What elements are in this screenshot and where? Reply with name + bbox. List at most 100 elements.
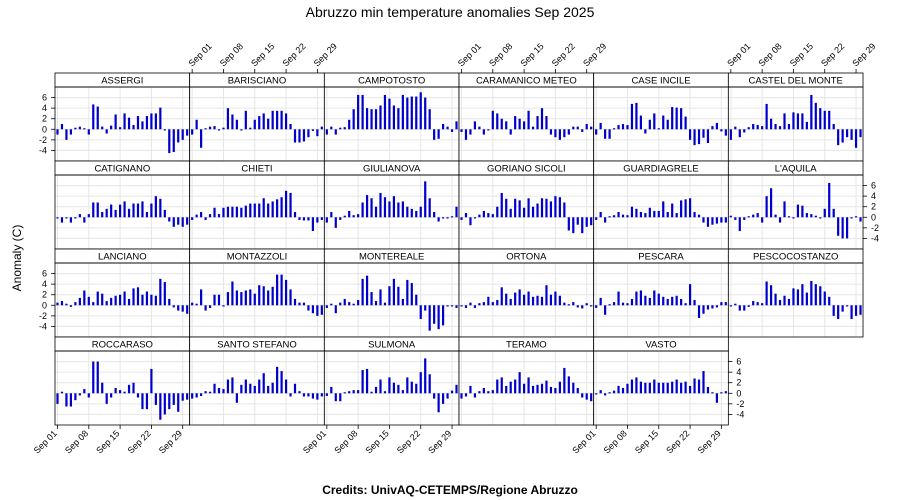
bar: [823, 291, 826, 306]
bar: [832, 208, 835, 218]
bar: [293, 212, 297, 218]
bar: [729, 305, 732, 307]
bar: [540, 198, 544, 218]
x-tick-label: Sep 22: [395, 428, 422, 455]
bar: [118, 390, 122, 394]
bar: [487, 129, 490, 131]
bar: [595, 393, 598, 395]
bar: [778, 217, 782, 223]
bar: [276, 366, 279, 394]
bar: [276, 110, 279, 130]
bar: [181, 393, 184, 401]
bar: [617, 385, 620, 394]
bar: [662, 382, 665, 394]
x-tick-label: Sep 01: [301, 428, 328, 455]
panel-13: MONTAZZOLI: [189, 248, 325, 338]
panel-frame: [727, 262, 864, 338]
bar: [401, 298, 404, 306]
x-tick-label: Sep 15: [249, 41, 276, 68]
strip-label: MONTEREALE: [359, 252, 424, 263]
bar: [549, 129, 553, 135]
bar: [765, 103, 768, 130]
bar: [626, 215, 629, 218]
y-tick-label: 2: [42, 114, 47, 124]
bar: [635, 102, 638, 130]
x-tick-label: Sep 29: [312, 41, 339, 68]
bar: [168, 217, 171, 222]
y-tick-label: -4: [39, 145, 47, 155]
bar: [455, 384, 458, 394]
bar: [612, 390, 616, 394]
bar: [688, 198, 692, 218]
bar: [675, 213, 678, 218]
bar: [298, 302, 301, 306]
bar: [222, 305, 225, 307]
bar: [567, 129, 570, 135]
bar: [536, 116, 539, 130]
panel-2: CAMPOTOSTO: [323, 72, 460, 162]
x-tick-label: Sep 15: [364, 428, 391, 455]
x-tick-label: Sep 15: [518, 41, 545, 68]
y-tick-label: -4: [736, 409, 744, 419]
bar: [249, 289, 252, 306]
bar: [724, 302, 727, 306]
bar: [805, 213, 808, 218]
bar: [639, 290, 642, 306]
bar: [78, 393, 81, 396]
bar: [756, 213, 759, 218]
bar: [87, 393, 90, 398]
bar: [478, 126, 481, 130]
x-tick-label: Sep 22: [126, 428, 153, 455]
panel-9: GORIANO SICOLI: [458, 160, 595, 250]
bar: [191, 302, 194, 306]
bar: [558, 295, 561, 306]
bar: [756, 125, 759, 130]
y-tick-label: 4: [42, 103, 47, 113]
bar: [101, 212, 104, 218]
bar: [514, 292, 517, 306]
bar: [688, 385, 692, 394]
bar: [163, 393, 166, 415]
bar: [145, 393, 149, 410]
bar: [96, 291, 99, 306]
bar: [680, 382, 683, 394]
bar: [567, 217, 570, 231]
bar: [379, 289, 382, 306]
bar: [657, 293, 660, 306]
strip-label: ORTONA: [506, 252, 547, 263]
bar: [621, 388, 625, 394]
bar: [450, 305, 454, 307]
bar: [114, 388, 117, 394]
bar: [688, 284, 692, 306]
bar: [240, 292, 243, 306]
bar: [65, 129, 68, 140]
bar: [298, 129, 301, 143]
bar: [639, 115, 642, 130]
bar: [415, 210, 418, 218]
bar: [240, 384, 243, 394]
bar: [60, 217, 64, 223]
bar: [545, 198, 548, 218]
panel-background: [55, 175, 190, 249]
bar: [787, 298, 791, 306]
bar: [585, 124, 588, 130]
bar: [339, 302, 342, 306]
bar: [325, 129, 328, 135]
panel-background: [728, 263, 864, 337]
bar: [177, 305, 180, 311]
bar: [330, 386, 333, 394]
bar: [715, 393, 719, 403]
bar: [545, 285, 548, 306]
bar: [253, 203, 256, 218]
bar: [339, 217, 342, 220]
bar: [531, 385, 535, 394]
bar: [473, 217, 477, 219]
bar: [276, 274, 279, 306]
bar: [365, 275, 369, 306]
bar: [787, 216, 791, 218]
x-tick-label: Sep 08: [602, 428, 629, 455]
bar: [810, 280, 813, 306]
bar: [204, 305, 207, 311]
bar: [720, 392, 723, 394]
bar: [639, 381, 642, 394]
